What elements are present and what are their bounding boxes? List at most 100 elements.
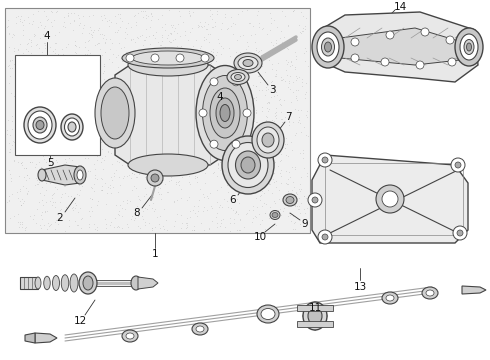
Point <box>34 181 42 187</box>
Point <box>223 182 231 188</box>
Point <box>134 35 142 41</box>
Point <box>42 76 50 82</box>
Point <box>15 174 23 179</box>
Point <box>74 12 82 18</box>
Point <box>200 194 208 199</box>
Point <box>156 213 164 219</box>
Point <box>214 210 221 216</box>
Point <box>48 123 55 129</box>
Point <box>236 175 244 181</box>
Point <box>263 100 270 106</box>
Point <box>93 153 100 159</box>
Point <box>61 157 69 162</box>
Point <box>146 184 154 190</box>
Point <box>298 83 306 89</box>
Point <box>25 145 33 151</box>
Point <box>105 56 113 62</box>
Point <box>301 26 309 32</box>
Point <box>293 189 300 194</box>
Point <box>98 139 105 145</box>
Ellipse shape <box>270 211 280 220</box>
Point <box>18 19 26 24</box>
Point <box>77 216 85 221</box>
Circle shape <box>455 162 461 168</box>
Point <box>272 40 280 46</box>
Point <box>156 72 164 77</box>
Point <box>109 51 117 57</box>
Point <box>139 14 147 19</box>
Point <box>220 168 227 174</box>
Point <box>275 196 283 202</box>
Point <box>61 128 69 134</box>
Ellipse shape <box>303 302 327 330</box>
Point <box>15 72 23 78</box>
Point <box>61 24 69 30</box>
Point <box>189 227 196 233</box>
Point <box>234 166 242 172</box>
Point <box>234 105 242 111</box>
Point <box>242 118 249 123</box>
Point <box>122 29 129 35</box>
Point <box>191 210 199 216</box>
Point <box>18 162 25 168</box>
Point <box>98 155 106 161</box>
Point <box>289 180 297 185</box>
Point <box>167 53 174 59</box>
Point <box>67 76 75 82</box>
Point <box>80 166 88 171</box>
Point <box>98 176 106 182</box>
Point <box>91 175 98 181</box>
Point <box>166 30 174 36</box>
Point <box>246 117 254 122</box>
Point <box>196 115 204 121</box>
Point <box>206 100 214 106</box>
Ellipse shape <box>196 326 204 332</box>
Point <box>122 49 130 55</box>
Point <box>3 17 11 23</box>
Point <box>49 130 57 136</box>
Point <box>232 208 240 214</box>
Point <box>73 174 81 180</box>
Point <box>245 59 252 64</box>
Point <box>60 183 68 189</box>
Point <box>90 75 98 80</box>
Point <box>106 46 114 52</box>
Point <box>301 95 309 101</box>
Point <box>98 188 106 193</box>
Point <box>49 9 56 14</box>
Point <box>69 207 77 213</box>
Point <box>64 193 72 198</box>
Point <box>6 57 14 63</box>
Point <box>49 192 56 197</box>
Point <box>135 67 143 73</box>
Point <box>38 184 46 190</box>
Point <box>159 144 167 149</box>
Point <box>40 222 48 228</box>
Point <box>178 220 186 226</box>
Point <box>235 138 243 143</box>
Point <box>272 73 280 79</box>
Point <box>27 43 35 49</box>
Text: 3: 3 <box>269 85 275 95</box>
Point <box>191 227 198 233</box>
Point <box>236 49 244 55</box>
Point <box>201 131 209 136</box>
Point <box>230 155 238 161</box>
Point <box>71 18 78 23</box>
Point <box>220 104 228 110</box>
Point <box>255 144 263 150</box>
Point <box>35 106 43 112</box>
Text: 2: 2 <box>57 213 63 223</box>
Point <box>263 114 271 120</box>
Point <box>168 24 176 30</box>
Point <box>165 69 172 75</box>
Point <box>90 27 98 32</box>
Point <box>113 158 121 164</box>
Point <box>252 119 260 125</box>
Point <box>239 53 246 58</box>
Point <box>298 76 306 82</box>
Point <box>187 146 195 152</box>
Point <box>122 151 129 157</box>
Point <box>250 154 258 160</box>
Point <box>79 61 87 67</box>
